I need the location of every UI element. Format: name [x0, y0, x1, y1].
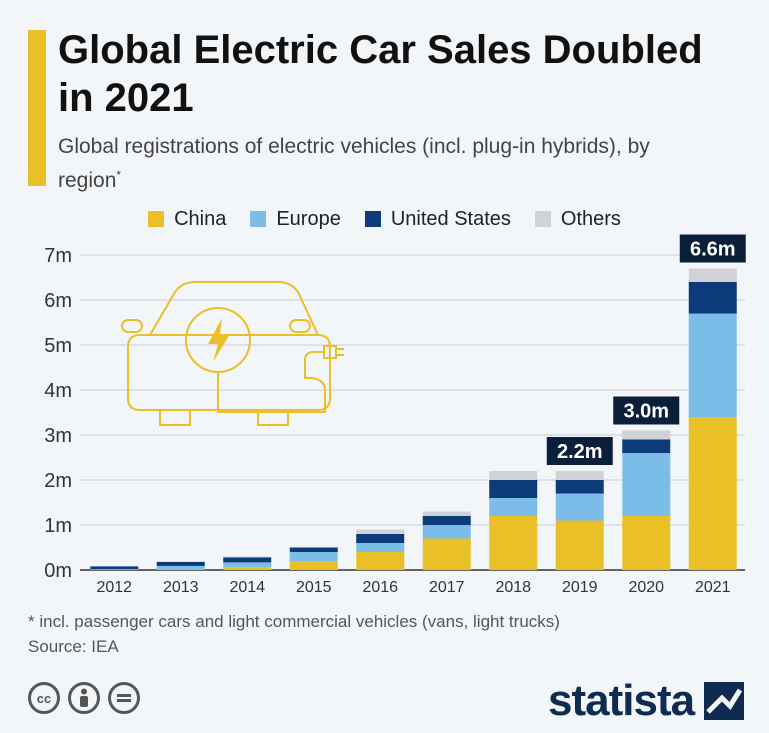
- bar-segment-europe: [289, 552, 338, 561]
- total-label: 3.0m: [623, 401, 669, 423]
- legend-label: Europe: [276, 207, 341, 230]
- stacked-bar-chart: 0m 1m 2m 3m 4m 5m 6m 7m 2012 2013 2014 2015 2016 2017…: [44, 234, 746, 596]
- bar-segment-united-states: [356, 534, 405, 543]
- bar-segment-united-states: [489, 480, 538, 498]
- y-tick-label: 1m: [44, 515, 72, 537]
- x-tick-label: 2020: [628, 579, 664, 596]
- bar-segment-others: [422, 511, 471, 516]
- chart-subtitle: Global registrations of electric vehicle…: [58, 133, 718, 195]
- bar-segment-china: [422, 538, 471, 570]
- bar-segment-united-states: [289, 547, 338, 552]
- bar-segment-others: [555, 471, 604, 480]
- x-tick-label: 2017: [429, 579, 465, 596]
- legend-item-china: China: [148, 208, 226, 231]
- bar-segment-europe: [156, 565, 205, 570]
- bar-segment-others: [223, 556, 272, 558]
- license-icons: cc: [28, 682, 140, 714]
- electric-car-icon: [121, 281, 344, 426]
- bar-segment-europe: [422, 525, 471, 539]
- bar-segment-china: [489, 516, 538, 570]
- bar-segment-china: [622, 516, 671, 570]
- bar-segment-united-states: [422, 516, 471, 525]
- source: Source: IEA: [28, 637, 119, 656]
- attribution-icon: [68, 682, 100, 714]
- statista-mark-icon: [704, 682, 745, 720]
- bar-segment-europe: [223, 562, 272, 567]
- brand-name: statista: [548, 676, 695, 725]
- bar-segment-others: [489, 471, 538, 480]
- footnote: * incl. passenger cars and light commerc…: [28, 612, 560, 631]
- accent-bar: [28, 30, 46, 186]
- bar-segment-europe: [90, 569, 139, 570]
- x-tick-label: 2012: [96, 579, 132, 596]
- legend-label: United States: [390, 207, 511, 230]
- total-label: 2.2m: [557, 441, 603, 463]
- total-label-box: [613, 396, 680, 425]
- bar-segment-europe: [688, 313, 737, 417]
- y-tick-label: 5m: [44, 335, 72, 357]
- bar-segment-others: [622, 430, 671, 440]
- bar-segment-others: [356, 529, 405, 534]
- bar-segment-united-states: [622, 439, 671, 453]
- y-tick-label: 3m: [44, 425, 72, 447]
- legend-swatch: [364, 211, 381, 227]
- legend-item-europe: Europe: [250, 208, 341, 231]
- bar-segment-united-states: [688, 282, 737, 314]
- bar-segment-europe: [555, 493, 604, 521]
- legend-swatch: [148, 211, 165, 227]
- y-tick-label: 0m: [44, 560, 72, 582]
- bar-segment-china: [289, 561, 338, 570]
- bar-segment-china: [356, 552, 405, 570]
- total-label: 6.6m: [690, 239, 736, 261]
- statista-logo[interactable]: statista: [548, 676, 745, 726]
- bar-segment-united-states: [223, 557, 272, 563]
- x-tick-label: 2016: [362, 579, 398, 596]
- bar-segment-europe: [356, 543, 405, 552]
- y-tick-label: 6m: [44, 290, 72, 312]
- bar-segment-united-states: [555, 480, 604, 494]
- bar-segment-china: [555, 520, 604, 570]
- bar-segment-china: [156, 569, 205, 570]
- legend-item-others: Others: [534, 207, 621, 231]
- bar-segment-others: [688, 268, 737, 282]
- y-tick-label: 7m: [44, 245, 72, 267]
- bar-segment-united-states: [90, 566, 139, 570]
- legend: China Europe United States Others: [0, 206, 769, 232]
- subtitle-footnote-mark: *: [116, 168, 122, 182]
- x-tick-label: 2021: [695, 579, 731, 596]
- creative-commons-icon: cc: [28, 682, 60, 714]
- x-tick-label: 2018: [495, 579, 531, 596]
- legend-item-united-states: United States: [364, 207, 511, 231]
- bar-segment-china: [223, 566, 272, 570]
- no-derivatives-icon: [108, 682, 140, 714]
- x-tick-label: 2019: [562, 579, 598, 596]
- total-label-box: [679, 234, 746, 263]
- x-tick-label: 2014: [229, 579, 265, 596]
- x-tick-label: 2015: [296, 579, 332, 596]
- bar-segment-europe: [622, 453, 671, 516]
- legend-swatch: [250, 211, 267, 227]
- legend-swatch: [534, 211, 551, 227]
- subtitle-text: Global registrations of electric vehicle…: [58, 135, 650, 192]
- legend-label: Others: [560, 207, 621, 230]
- x-tick-label: 2013: [163, 579, 199, 596]
- bar-segment-united-states: [156, 561, 205, 566]
- y-tick-label: 4m: [44, 380, 72, 402]
- y-tick-label: 2m: [44, 470, 72, 492]
- chart-title: Global Electric Car Sales Doubled in 202…: [58, 28, 703, 120]
- total-label-box: [546, 437, 613, 465]
- bar-segment-europe: [489, 498, 538, 516]
- bar-segment-china: [688, 417, 737, 570]
- legend-label: China: [174, 207, 227, 230]
